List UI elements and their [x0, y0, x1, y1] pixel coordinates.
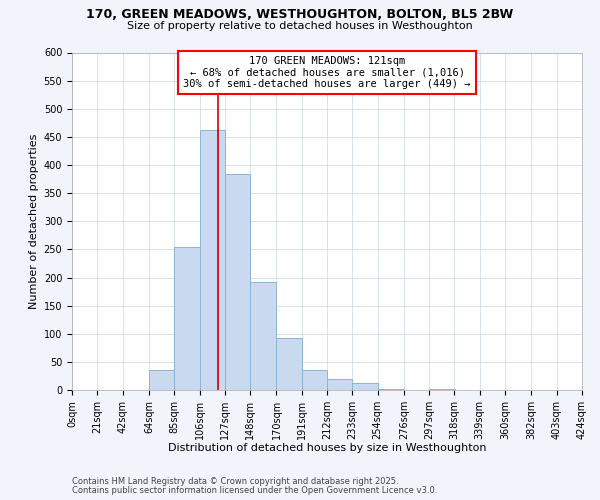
Text: 170 GREEN MEADOWS: 121sqm
← 68% of detached houses are smaller (1,016)
30% of se: 170 GREEN MEADOWS: 121sqm ← 68% of detac…: [183, 56, 471, 89]
Bar: [199, 130, 225, 390]
Bar: [250, 282, 277, 390]
Bar: [377, 389, 404, 390]
Text: Contains public sector information licensed under the Open Government Licence v3: Contains public sector information licen…: [72, 486, 437, 495]
Text: Contains HM Land Registry data © Crown copyright and database right 2025.: Contains HM Land Registry data © Crown c…: [72, 477, 398, 486]
Text: 170, GREEN MEADOWS, WESTHOUGHTON, BOLTON, BL5 2BW: 170, GREEN MEADOWS, WESTHOUGHTON, BOLTON…: [86, 8, 514, 20]
Bar: [352, 383, 377, 390]
Y-axis label: Number of detached properties: Number of detached properties: [29, 134, 40, 309]
Bar: [277, 338, 302, 390]
X-axis label: Distribution of detached houses by size in Westhoughton: Distribution of detached houses by size …: [168, 444, 486, 454]
Bar: [149, 370, 174, 390]
Bar: [174, 247, 199, 390]
Bar: [327, 379, 352, 390]
Text: Size of property relative to detached houses in Westhoughton: Size of property relative to detached ho…: [127, 21, 473, 31]
Bar: [302, 370, 327, 390]
Bar: [225, 174, 250, 390]
